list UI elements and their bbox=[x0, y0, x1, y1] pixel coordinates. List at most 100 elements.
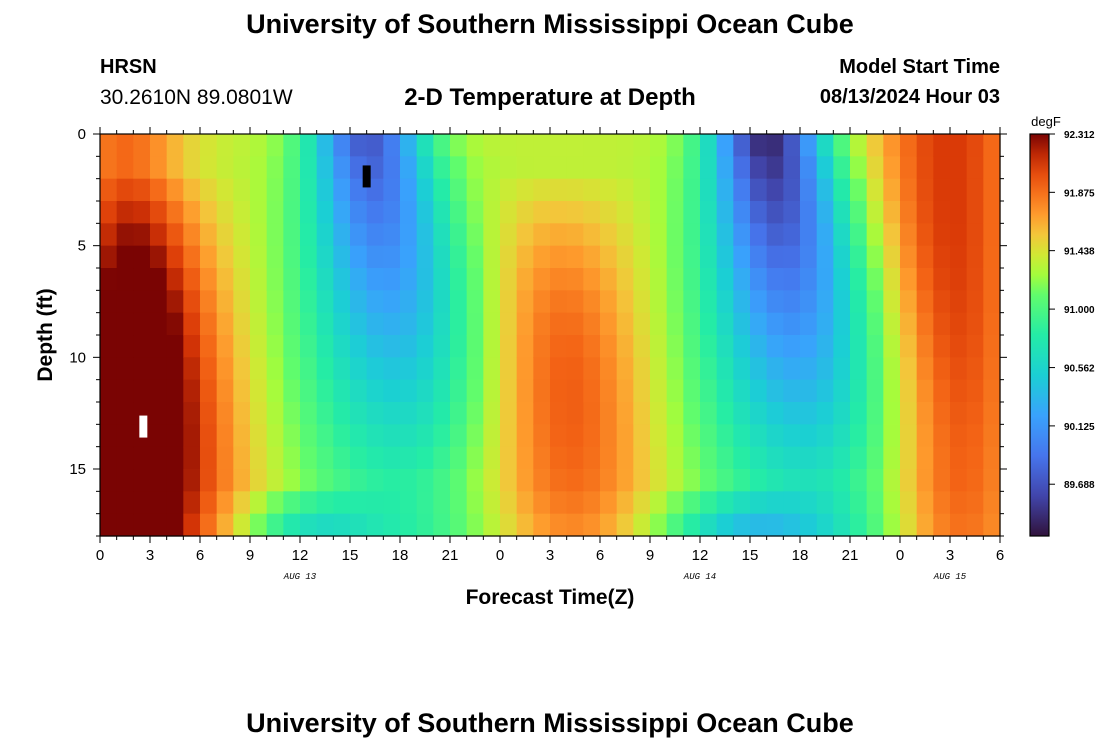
heatmap-cell bbox=[733, 223, 751, 247]
heatmap-cell bbox=[616, 379, 634, 403]
model-start-label: Model Start Time bbox=[839, 56, 1000, 78]
heatmap-cell bbox=[216, 290, 234, 314]
heatmap-cell bbox=[583, 312, 601, 336]
heatmap-cell bbox=[200, 156, 218, 180]
heatmap-cell bbox=[766, 379, 784, 403]
heatmap-cell bbox=[683, 312, 701, 336]
heatmap-cell bbox=[716, 491, 734, 515]
heatmap-cell bbox=[950, 156, 968, 180]
heatmap-cell bbox=[533, 268, 551, 291]
heatmap-cell bbox=[483, 357, 501, 381]
heatmap-cell bbox=[783, 491, 801, 515]
heatmap-cell bbox=[833, 424, 851, 448]
heatmap-cell bbox=[533, 178, 551, 202]
heatmap-cell bbox=[500, 335, 518, 358]
heatmap-cell bbox=[133, 335, 151, 358]
heatmap-cell bbox=[516, 312, 534, 336]
heatmap-cell bbox=[416, 290, 434, 314]
heatmap-cell bbox=[766, 424, 784, 448]
heatmap-cell bbox=[583, 491, 601, 515]
heatmap-cell bbox=[550, 312, 568, 336]
heatmap-cell bbox=[566, 469, 584, 492]
heatmap-cell bbox=[400, 402, 418, 425]
heatmap-cell bbox=[333, 312, 351, 336]
x-tick-label: 6 bbox=[196, 547, 204, 564]
heatmap-cell bbox=[466, 223, 484, 247]
heatmap-cell bbox=[766, 134, 784, 157]
heatmap-cell bbox=[200, 335, 218, 358]
heatmap-cell bbox=[900, 201, 918, 224]
heatmap-cell bbox=[666, 178, 684, 202]
heatmap-cell bbox=[150, 156, 168, 180]
heatmap-cell bbox=[183, 469, 201, 492]
heatmap-cell bbox=[483, 469, 501, 492]
heatmap-cell bbox=[933, 379, 951, 403]
heatmap-cell bbox=[300, 245, 318, 269]
heatmap-cell bbox=[350, 446, 368, 470]
heatmap-cell bbox=[283, 178, 301, 202]
heatmap-cell bbox=[716, 223, 734, 247]
heatmap-cell bbox=[100, 268, 118, 291]
heatmap-cell bbox=[150, 268, 168, 291]
heatmap-cell bbox=[816, 268, 834, 291]
heatmap-cell bbox=[400, 201, 418, 224]
heatmap-cell bbox=[216, 491, 234, 515]
heatmap-cells bbox=[100, 134, 1001, 537]
heatmap-cell bbox=[300, 379, 318, 403]
heatmap-cell bbox=[183, 312, 201, 336]
heatmap-cell bbox=[566, 268, 584, 291]
heatmap-cell bbox=[266, 513, 284, 537]
heatmap-cell bbox=[933, 424, 951, 448]
heatmap-cell bbox=[616, 446, 634, 470]
max-temperature-marker bbox=[139, 415, 148, 438]
heatmap-cell bbox=[316, 357, 334, 381]
heatmap-cell bbox=[700, 134, 718, 157]
heatmap-cell bbox=[616, 335, 634, 358]
heatmap-cell bbox=[216, 424, 234, 448]
date-label: AUG 13 bbox=[283, 572, 317, 582]
heatmap-cell bbox=[850, 469, 868, 492]
heatmap-cell bbox=[983, 335, 1001, 358]
x-tick-label: 12 bbox=[292, 547, 309, 564]
heatmap-cell bbox=[200, 223, 218, 247]
heatmap-cell bbox=[283, 491, 301, 515]
heatmap-cell bbox=[283, 513, 301, 537]
heatmap-cell bbox=[316, 290, 334, 314]
heatmap-cell bbox=[133, 268, 151, 291]
heatmap-cell bbox=[800, 290, 818, 314]
heatmap-cell bbox=[566, 312, 584, 336]
heatmap-cell bbox=[133, 357, 151, 381]
heatmap-cell bbox=[150, 513, 168, 537]
heatmap-cell bbox=[650, 469, 668, 492]
heatmap-cell bbox=[383, 134, 401, 157]
heatmap-cell bbox=[333, 469, 351, 492]
heatmap-cell bbox=[433, 446, 451, 470]
heatmap-cell bbox=[616, 491, 634, 515]
heatmap-cell bbox=[266, 335, 284, 358]
heatmap-cell bbox=[250, 424, 268, 448]
heatmap-cell bbox=[783, 156, 801, 180]
footer-title: University of Southern Mississippi Ocean… bbox=[246, 708, 854, 738]
heatmap-cell bbox=[833, 156, 851, 180]
heatmap-cell bbox=[116, 446, 134, 470]
heatmap-cell bbox=[583, 446, 601, 470]
heatmap-cell bbox=[816, 335, 834, 358]
heatmap-cell bbox=[166, 491, 184, 515]
heatmap-cell bbox=[116, 223, 134, 247]
heatmap-cell bbox=[316, 424, 334, 448]
heatmap-cell bbox=[233, 491, 251, 515]
heatmap-cell bbox=[500, 156, 518, 180]
heatmap-cell bbox=[366, 178, 384, 202]
heatmap-cell bbox=[366, 201, 384, 224]
heatmap-cell bbox=[700, 469, 718, 492]
heatmap-cell bbox=[100, 424, 118, 448]
heatmap-cell bbox=[100, 469, 118, 492]
heatmap-cell bbox=[483, 424, 501, 448]
heatmap-cell bbox=[400, 178, 418, 202]
heatmap-cell bbox=[100, 178, 118, 202]
heatmap-cell bbox=[516, 178, 534, 202]
heatmap-cell bbox=[400, 424, 418, 448]
x-tick-label: 21 bbox=[442, 547, 459, 564]
heatmap-cell bbox=[483, 312, 501, 336]
heatmap-cell bbox=[833, 245, 851, 269]
